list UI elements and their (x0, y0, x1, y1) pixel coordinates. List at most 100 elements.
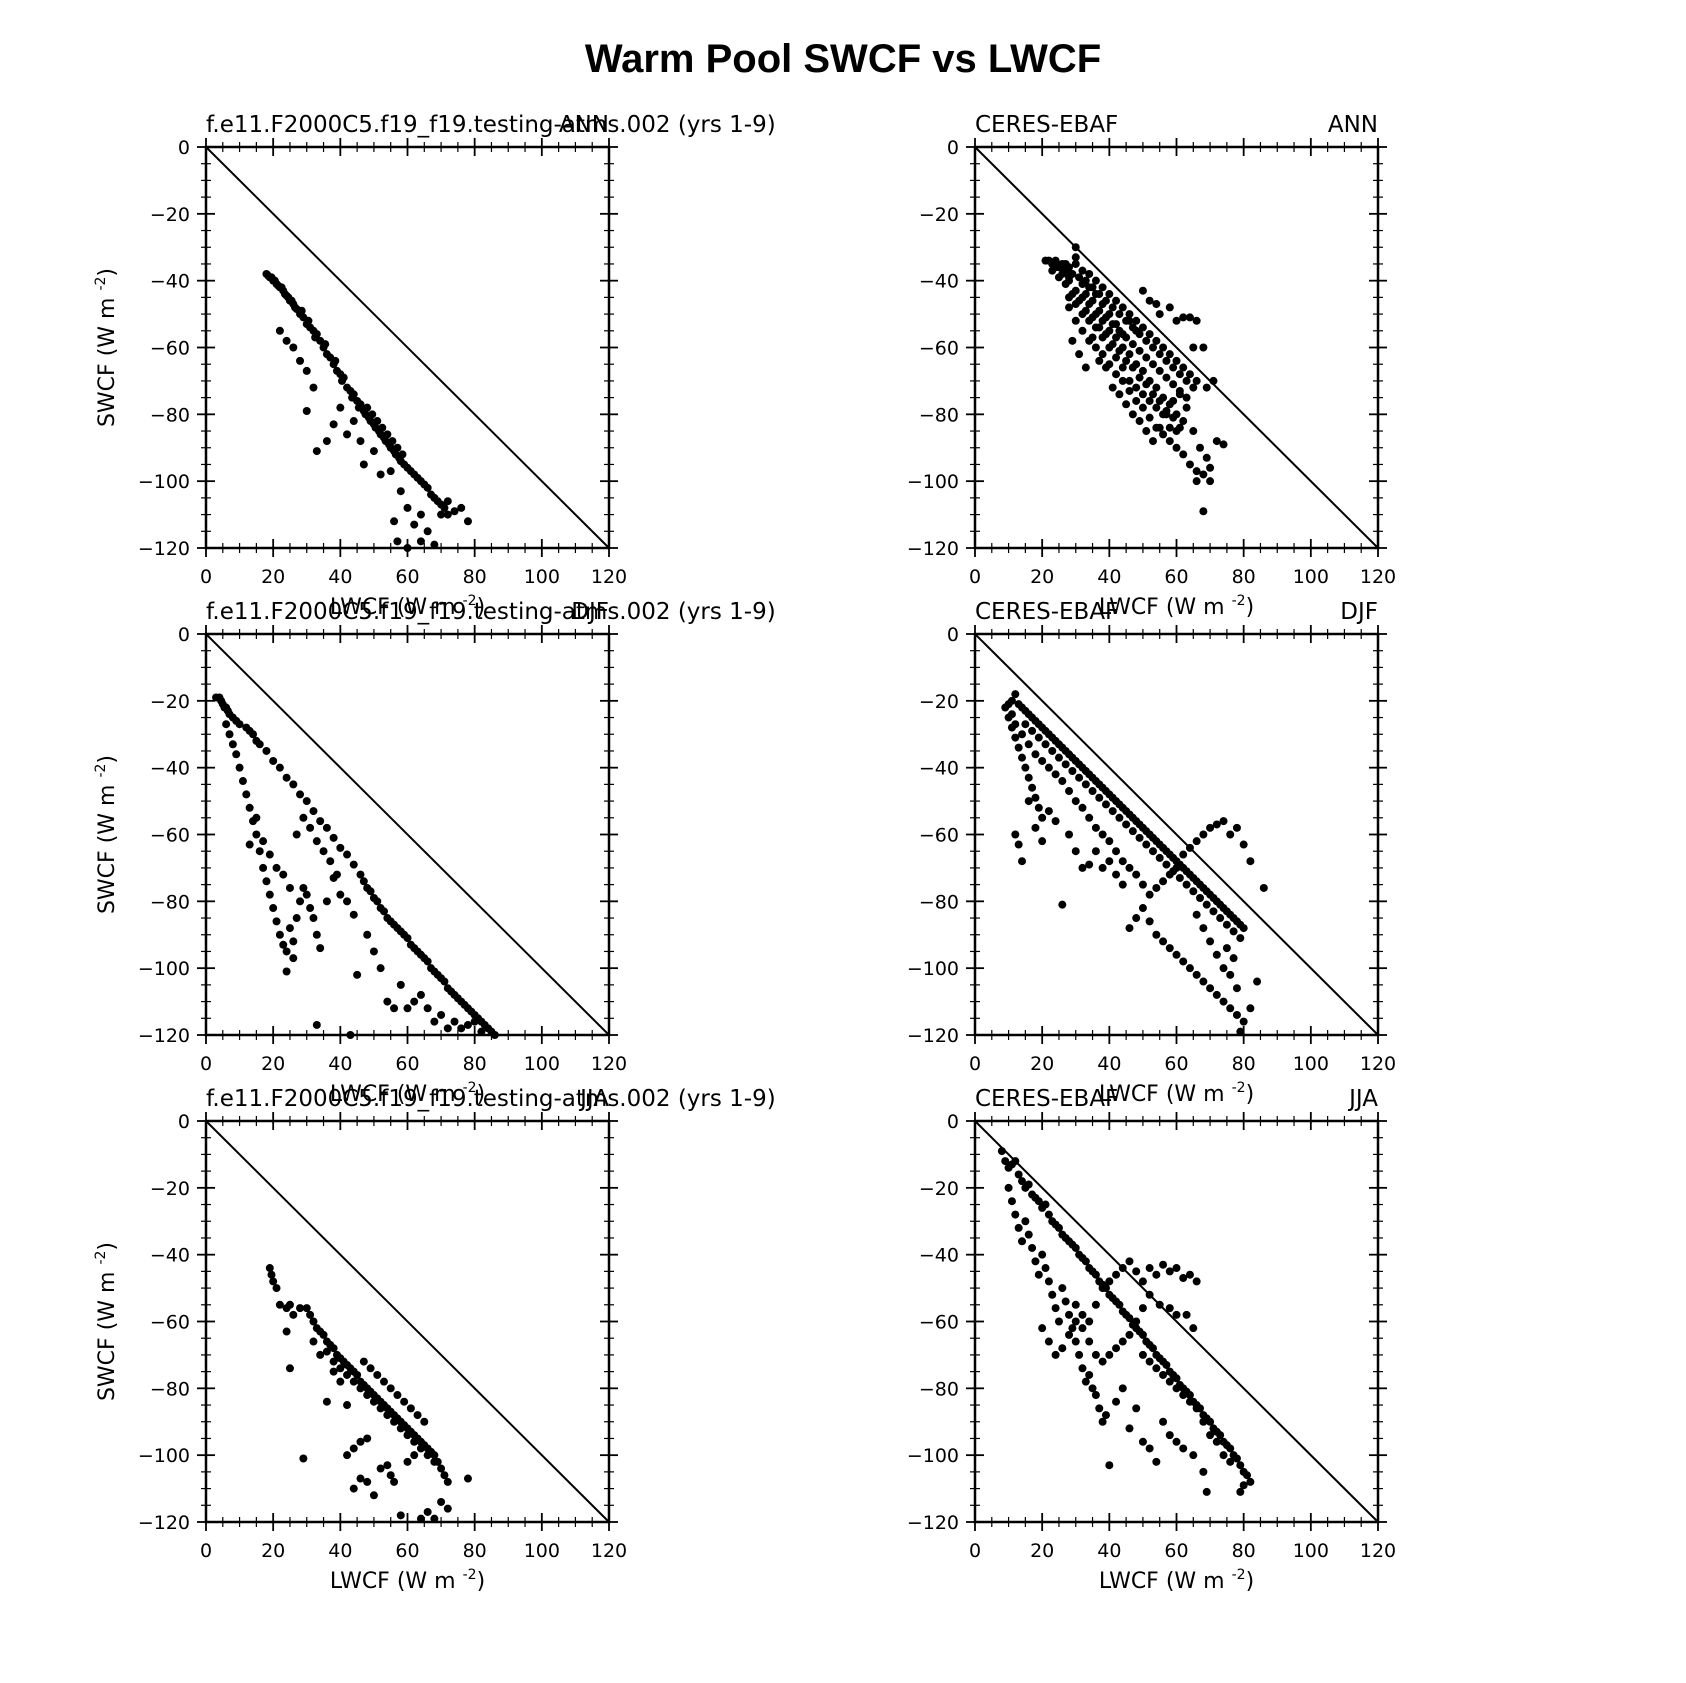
data-point (1226, 830, 1235, 839)
y-axis-label: SWCF (W m -2) (93, 1242, 120, 1401)
data-point (366, 887, 375, 896)
y-tick-label: −60 (150, 825, 190, 847)
figure-title: Warm Pool SWCF vs LWCF (585, 37, 1101, 81)
data-point (1018, 1177, 1027, 1186)
data-point (366, 1364, 375, 1373)
data-point (336, 1364, 345, 1373)
x-tick-label: 80 (1232, 566, 1256, 588)
x-tick-label: 80 (463, 566, 487, 588)
panel-title-right: ANN (1328, 112, 1378, 138)
data-point (1108, 807, 1117, 816)
data-point (1145, 296, 1154, 305)
data-point (463, 517, 472, 526)
data-point (379, 907, 388, 916)
panel-title-left: f.e11.F2000C5.f19_f19.testing-atms.002 (… (206, 112, 776, 138)
data-point (1132, 1317, 1141, 1326)
data-point (1085, 860, 1094, 869)
data-point (1152, 383, 1161, 392)
y-tick-label: −40 (919, 758, 959, 780)
data-point (376, 1404, 385, 1413)
data-point (312, 1020, 321, 1029)
data-point (228, 740, 237, 749)
data-point (1189, 1324, 1198, 1333)
data-point (1118, 363, 1127, 372)
data-point (245, 840, 254, 849)
data-point (265, 890, 274, 899)
data-point (1162, 1360, 1171, 1369)
data-point (423, 1451, 432, 1460)
data-point (1061, 760, 1070, 769)
data-point (1138, 1304, 1147, 1313)
data-point (450, 1017, 459, 1026)
data-point (1091, 1300, 1100, 1309)
data-point (1122, 820, 1131, 829)
data-point (1058, 1284, 1067, 1293)
data-point (1125, 316, 1134, 325)
y-tick-label: −20 (150, 204, 190, 226)
data-point (356, 1474, 365, 1483)
y-tick-label: −20 (150, 1178, 190, 1200)
data-point (1071, 1300, 1080, 1309)
data-point (1145, 917, 1154, 926)
data-point (272, 863, 281, 872)
data-point (1219, 997, 1228, 1006)
x-tick-label: 40 (1097, 566, 1121, 588)
data-point (1011, 1210, 1020, 1219)
data-point (1011, 720, 1020, 729)
data-point (235, 763, 244, 772)
data-point (1192, 477, 1201, 486)
panel-title-right: ANN (559, 112, 609, 138)
y-tick-label: −40 (919, 1245, 959, 1267)
data-point (336, 843, 345, 852)
y-tick-label: −120 (907, 1512, 959, 1534)
data-point (1115, 1300, 1124, 1309)
data-point (1148, 1344, 1157, 1353)
data-point (393, 443, 402, 452)
data-point (1038, 1250, 1047, 1259)
data-point (470, 1017, 479, 1026)
data-point (386, 467, 395, 476)
data-point (269, 756, 278, 765)
data-point (1071, 259, 1080, 268)
data-point (1132, 360, 1141, 369)
data-point (1112, 333, 1121, 342)
data-point (1018, 753, 1027, 762)
data-point (292, 914, 301, 923)
data-point (1011, 733, 1020, 742)
y-tick-label: −60 (919, 338, 959, 360)
data-point (1078, 280, 1087, 289)
data-point (1155, 853, 1164, 862)
x-tick-label: 80 (463, 1540, 487, 1562)
data-point (1101, 363, 1110, 372)
data-point (1185, 313, 1194, 322)
data-point (1148, 390, 1157, 399)
data-point (368, 410, 377, 419)
data-point (1132, 316, 1141, 325)
data-point (1132, 870, 1141, 879)
y-tick-label: −100 (138, 471, 190, 493)
data-point (1199, 1417, 1208, 1426)
data-point (1172, 1374, 1181, 1383)
data-point (349, 1444, 358, 1453)
data-point (363, 403, 372, 412)
data-point (1065, 1310, 1074, 1319)
data-point (1142, 427, 1151, 436)
y-tick-label: −120 (138, 538, 190, 560)
data-point (1078, 326, 1087, 335)
data-point (262, 877, 271, 886)
data-point (1159, 343, 1168, 352)
data-point (410, 520, 419, 529)
data-point (1135, 833, 1144, 842)
x-tick-label: 60 (395, 1540, 419, 1562)
data-point (1212, 1437, 1221, 1446)
data-point (997, 1147, 1006, 1156)
data-point (1118, 303, 1127, 312)
data-point (296, 897, 305, 906)
data-point (386, 1471, 395, 1480)
y-tick-label: −100 (907, 471, 959, 493)
data-point (1078, 1364, 1087, 1373)
data-point (1209, 376, 1218, 385)
data-point (1145, 1357, 1154, 1366)
data-point (369, 1491, 378, 1500)
data-point (403, 503, 412, 512)
